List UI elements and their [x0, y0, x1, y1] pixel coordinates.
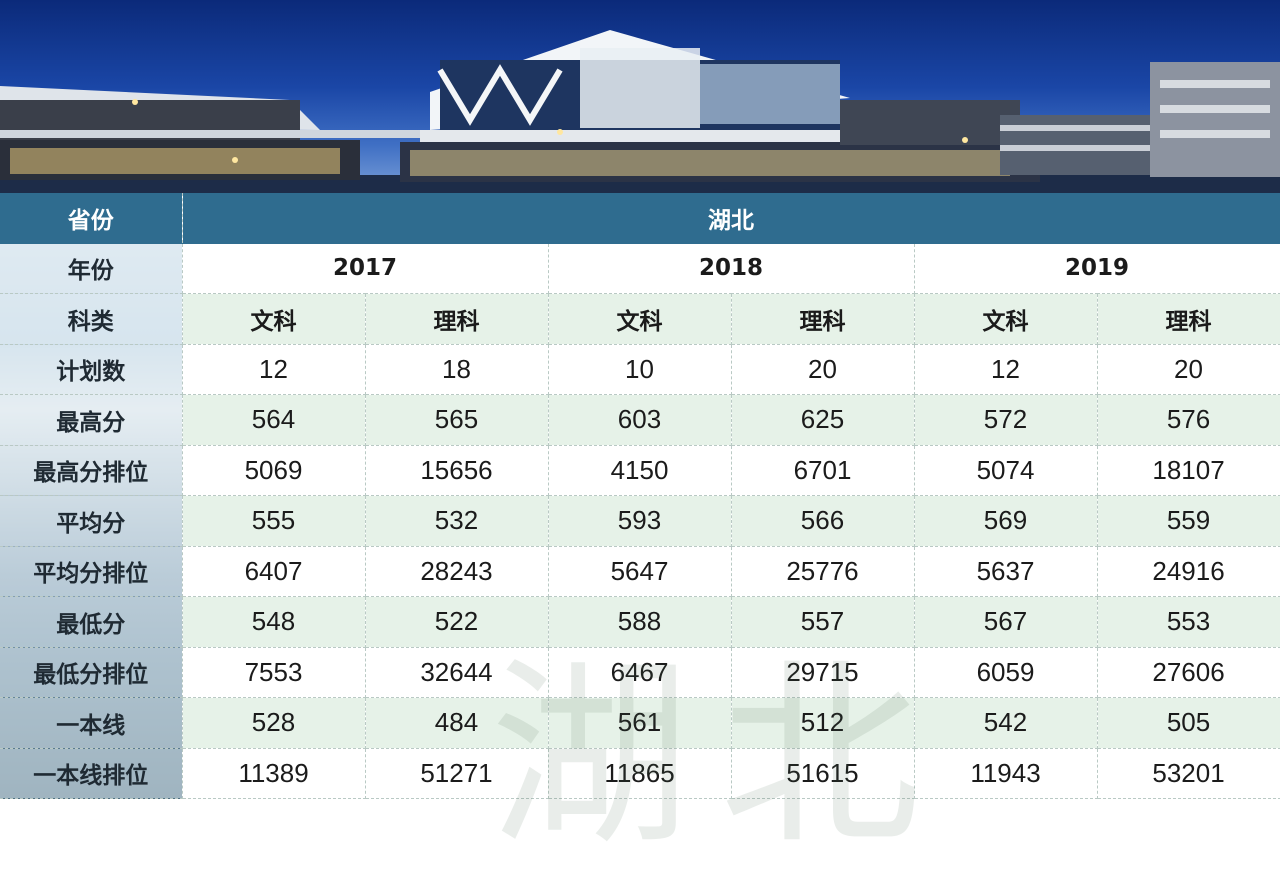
table-cell: 565 — [365, 394, 549, 446]
table-body: 计划数 12 18 10 20 12 20 最高分 564 565 603 625 572 576 最高分排… — [0, 344, 1280, 799]
row-label: 最低分排位 — [0, 647, 183, 698]
table-cell: 27606 — [1097, 647, 1280, 698]
table-cell: 15656 — [365, 445, 549, 496]
subject-cell: 理科 — [731, 293, 915, 345]
table-cell: 603 — [548, 394, 732, 446]
table-cell: 11943 — [914, 748, 1098, 799]
subject-cell: 理科 — [1097, 293, 1280, 345]
table-cell: 572 — [914, 394, 1098, 446]
table-cell: 10 — [548, 344, 732, 395]
row-label: 平均分 — [0, 495, 183, 547]
table-cell: 561 — [548, 697, 732, 749]
table-cell: 20 — [731, 344, 915, 395]
row-label: 最低分 — [0, 596, 183, 648]
table-cell: 553 — [1097, 596, 1280, 648]
table-cell: 18107 — [1097, 445, 1280, 496]
province-label: 省份 — [0, 193, 183, 244]
table-cell: 567 — [914, 596, 1098, 648]
row-label: 最高分 — [0, 394, 183, 446]
table-cell: 25776 — [731, 546, 915, 597]
table-cell: 53201 — [1097, 748, 1280, 799]
table-cell: 51271 — [365, 748, 549, 799]
year-2017: 2017 — [182, 243, 549, 294]
table-cell: 522 — [365, 596, 549, 648]
table-cell: 5647 — [548, 546, 732, 597]
subject-cell: 文科 — [548, 293, 732, 345]
table-cell: 12 — [182, 344, 366, 395]
table-cell: 6407 — [182, 546, 366, 597]
campus-building-illustration — [0, 30, 1280, 193]
table-cell: 588 — [548, 596, 732, 648]
table-cell: 512 — [731, 697, 915, 749]
subject-label: 科类 — [0, 293, 183, 345]
table-row: 最高分排位 5069 15656 4150 6701 5074 18107 — [0, 445, 1280, 496]
table-row: 平均分 555 532 593 566 569 559 — [0, 495, 1280, 547]
table-cell: 11389 — [182, 748, 366, 799]
table-cell: 6701 — [731, 445, 915, 496]
subject-cell: 理科 — [365, 293, 549, 345]
table-row: 一本线 528 484 561 512 542 505 — [0, 697, 1280, 749]
table-cell: 20 — [1097, 344, 1280, 395]
table-cell: 566 — [731, 495, 915, 547]
table-cell: 559 — [1097, 495, 1280, 547]
table-cell: 28243 — [365, 546, 549, 597]
table-cell: 12 — [914, 344, 1098, 395]
table-cell: 32644 — [365, 647, 549, 698]
table-cell: 5074 — [914, 445, 1098, 496]
table-cell: 569 — [914, 495, 1098, 547]
row-label: 最高分排位 — [0, 445, 183, 496]
table-cell: 11865 — [548, 748, 732, 799]
table-cell: 548 — [182, 596, 366, 648]
table-cell: 505 — [1097, 697, 1280, 749]
table-cell: 5637 — [914, 546, 1098, 597]
row-label: 计划数 — [0, 344, 183, 395]
table-cell: 557 — [731, 596, 915, 648]
table-cell: 18 — [365, 344, 549, 395]
table-row: 最低分排位 7553 32644 6467 29715 6059 27606 — [0, 647, 1280, 698]
table-row: 平均分排位 6407 28243 5647 25776 5637 24916 — [0, 546, 1280, 597]
province-row: 省份 湖北 — [0, 193, 1280, 244]
year-2019: 2019 — [914, 243, 1280, 294]
table-cell: 484 — [365, 697, 549, 749]
table-cell: 4150 — [548, 445, 732, 496]
table-cell: 532 — [365, 495, 549, 547]
table-cell: 6059 — [914, 647, 1098, 698]
table-cell: 24916 — [1097, 546, 1280, 597]
table-cell: 528 — [182, 697, 366, 749]
table-cell: 593 — [548, 495, 732, 547]
table-cell: 6467 — [548, 647, 732, 698]
subject-cell: 文科 — [914, 293, 1098, 345]
table-row: 最低分 548 522 588 557 567 553 — [0, 596, 1280, 648]
year-row: 年份 2017 2018 2019 — [0, 243, 1280, 294]
table-cell: 5069 — [182, 445, 366, 496]
year-2018: 2018 — [548, 243, 915, 294]
table-cell: 7553 — [182, 647, 366, 698]
year-label: 年份 — [0, 243, 183, 294]
row-label: 一本线 — [0, 697, 183, 749]
row-label: 一本线排位 — [0, 748, 183, 799]
province-value: 湖北 — [182, 193, 1280, 244]
table-row: 最高分 564 565 603 625 572 576 — [0, 394, 1280, 446]
subject-cell: 文科 — [182, 293, 366, 345]
admission-score-table: 省份 湖北 年份 2017 2018 2019 科类 文科 理科 文科 理科 文… — [0, 193, 1280, 873]
table-row: 计划数 12 18 10 20 12 20 — [0, 344, 1280, 395]
table-cell: 625 — [731, 394, 915, 446]
table-cell: 29715 — [731, 647, 915, 698]
row-label: 平均分排位 — [0, 546, 183, 597]
banner-photo — [0, 0, 1280, 193]
table-cell: 542 — [914, 697, 1098, 749]
table-cell: 576 — [1097, 394, 1280, 446]
table-cell: 555 — [182, 495, 366, 547]
table-row: 一本线排位 11389 51271 11865 51615 11943 53201 — [0, 748, 1280, 799]
subject-row: 科类 文科 理科 文科 理科 文科 理科 — [0, 293, 1280, 345]
table-cell: 51615 — [731, 748, 915, 799]
table-cell: 564 — [182, 394, 366, 446]
